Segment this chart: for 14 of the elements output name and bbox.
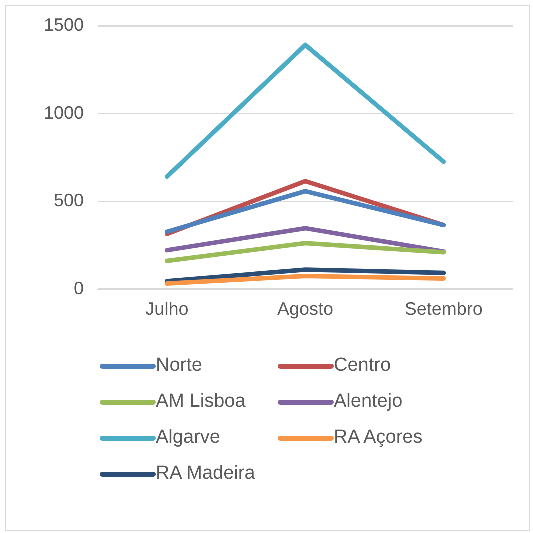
x-tick-label: Setembro bbox=[404, 299, 483, 320]
legend-label: RA Açores bbox=[334, 427, 423, 449]
legend-label: RA Madeira bbox=[156, 463, 256, 485]
x-tick-label: Agosto bbox=[278, 299, 334, 320]
y-tick-label: 1500 bbox=[44, 14, 84, 35]
y-tick-label: 1000 bbox=[44, 102, 84, 123]
legend-label: Alentejo bbox=[334, 391, 403, 413]
legend-label: AM Lisboa bbox=[156, 391, 246, 413]
y-tick-label: 0 bbox=[74, 278, 84, 298]
legend-label: Norte bbox=[156, 355, 202, 377]
y-tick-label: 500 bbox=[54, 190, 84, 211]
legend-label: Algarve bbox=[156, 427, 220, 449]
legend-label: Centro bbox=[334, 355, 392, 377]
x-tick-label: Julho bbox=[146, 299, 189, 320]
